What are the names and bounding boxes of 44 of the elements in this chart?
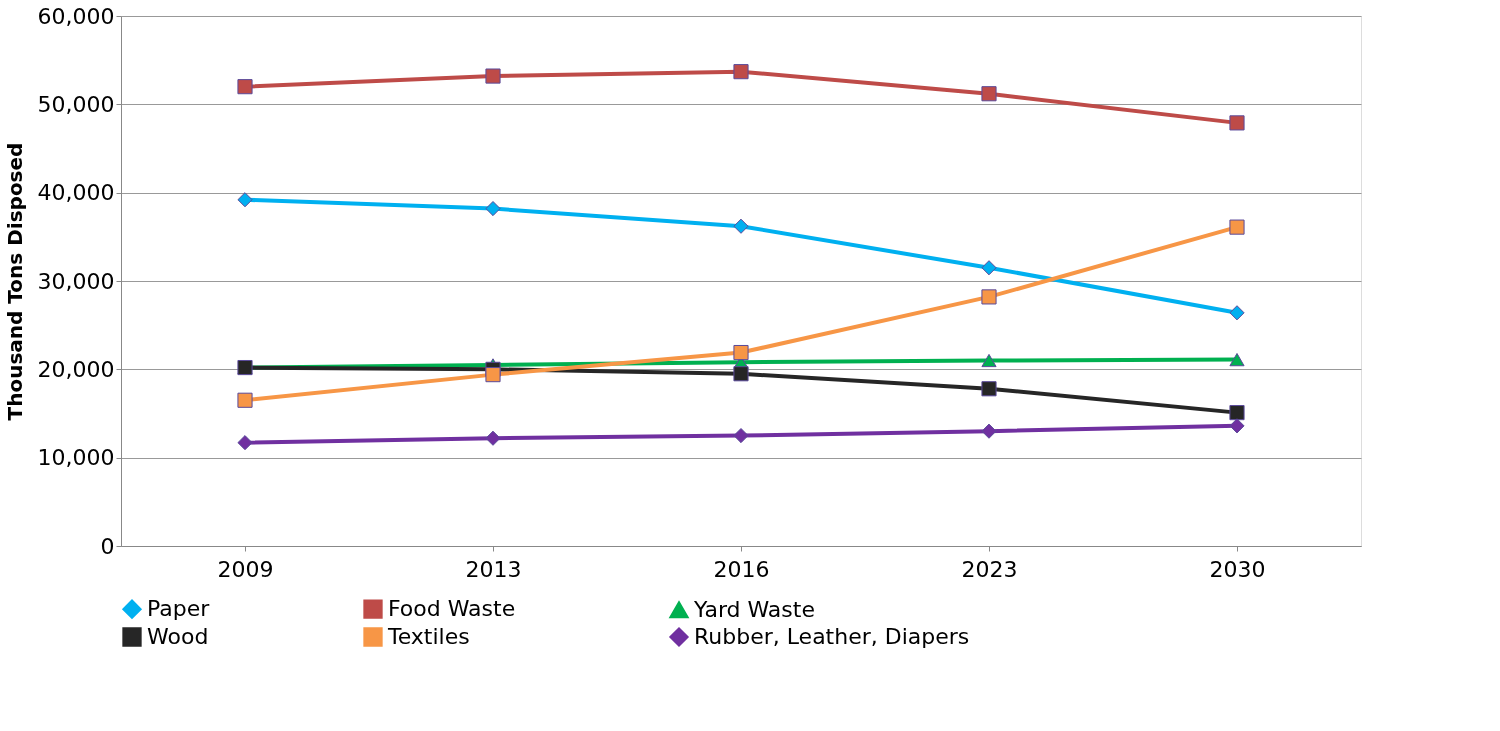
point (1229, 219, 1245, 235)
point (237, 192, 253, 208)
x-tick-label: 2016 (713, 556, 770, 582)
point (1229, 305, 1245, 321)
point (733, 64, 749, 80)
point (733, 428, 749, 444)
y-tick-label: 50,000 (37, 91, 115, 117)
x-tick-label: 2023 (961, 556, 1018, 582)
point (485, 68, 501, 84)
point (237, 435, 253, 451)
point (733, 366, 749, 382)
legend-label: Rubber, Leather, Diapers (694, 624, 970, 649)
y-tick-label: 40,000 (37, 180, 115, 206)
point (1229, 418, 1245, 434)
point (485, 367, 501, 383)
point (1229, 352, 1245, 367)
point (981, 381, 997, 397)
point (1229, 115, 1245, 131)
legend-label: Food Waste (388, 596, 516, 622)
point (981, 289, 997, 305)
y-tick-label: 10,000 (37, 445, 115, 471)
legend-label: Textiles (387, 624, 470, 649)
point (485, 430, 501, 446)
point (733, 218, 749, 234)
legend-label: Yard Waste (693, 596, 815, 622)
y-axis-title: Thousand Tons Disposed (2, 142, 27, 421)
point (1229, 405, 1245, 421)
point (981, 86, 997, 102)
point (237, 79, 253, 95)
legend-label: Paper (147, 596, 211, 622)
point (733, 344, 749, 361)
y-tick-label: 60,000 (37, 3, 115, 29)
x-tick-label: 2013 (465, 556, 522, 582)
y-tick-label: 30,000 (37, 268, 115, 294)
point (981, 423, 997, 439)
legend-label: Wood (147, 624, 209, 649)
point (981, 260, 997, 276)
y-tick-label: 0 (100, 533, 115, 559)
point (237, 392, 253, 408)
x-tick-label: 2009 (217, 556, 274, 582)
y-tick-label: 20,000 (37, 356, 115, 382)
x-tick-label: 2030 (1209, 556, 1266, 582)
point (485, 201, 501, 217)
point (981, 353, 997, 368)
